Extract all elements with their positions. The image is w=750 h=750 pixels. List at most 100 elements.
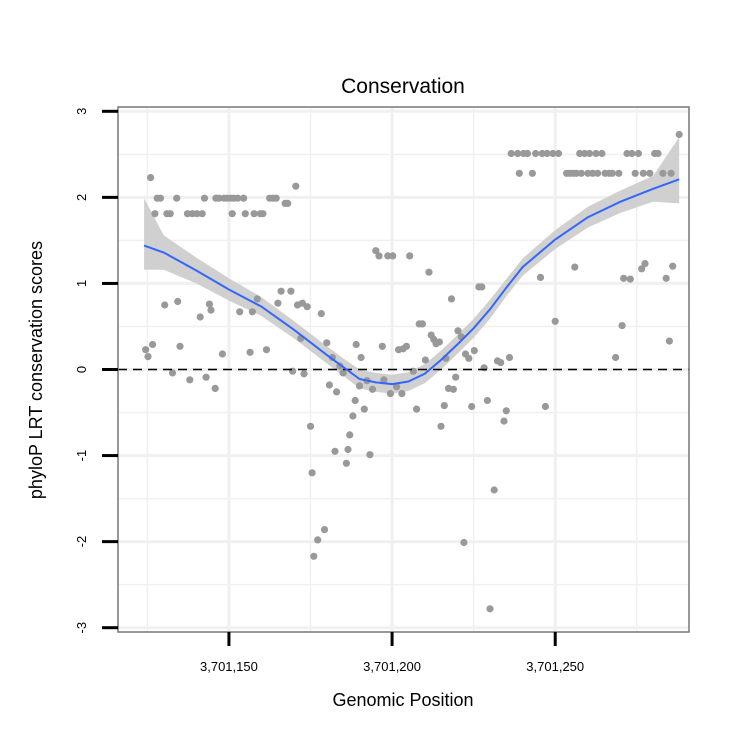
- data-point: [515, 169, 523, 177]
- data-point: [628, 149, 636, 158]
- data-point: [246, 348, 254, 356]
- data-point: [454, 327, 462, 335]
- data-point: [536, 273, 545, 281]
- data-point: [372, 247, 380, 255]
- data-point: [594, 169, 602, 177]
- y-tick-label: 0: [74, 366, 89, 373]
- data-point: [357, 353, 365, 362]
- data-point: [360, 405, 368, 413]
- data-point: [393, 383, 401, 391]
- data-point: [349, 412, 357, 420]
- data-point: [483, 396, 491, 405]
- data-point: [500, 417, 508, 425]
- data-point: [259, 210, 267, 218]
- data-point: [207, 306, 215, 314]
- data-point: [402, 342, 410, 350]
- data-point: [211, 384, 219, 392]
- data-point: [380, 376, 388, 384]
- y-tick-label: 2: [74, 194, 89, 201]
- data-point: [675, 130, 683, 139]
- data-point: [418, 320, 426, 328]
- data-point: [406, 252, 414, 260]
- data-point: [173, 194, 181, 202]
- data-point: [421, 356, 429, 364]
- data-point: [592, 149, 600, 158]
- data-point: [646, 169, 654, 177]
- data-point: [639, 169, 647, 177]
- data-point: [250, 210, 258, 218]
- data-point: [449, 385, 457, 393]
- data-point: [528, 169, 537, 177]
- data-point: [571, 263, 579, 271]
- data-point: [193, 210, 201, 218]
- data-point: [532, 149, 540, 158]
- data-point: [437, 422, 445, 430]
- data-point: [272, 194, 280, 202]
- data-point: [234, 194, 242, 202]
- x-tick-label: 3,701,200: [363, 659, 421, 674]
- data-point: [147, 174, 155, 182]
- data-point: [452, 373, 460, 381]
- data-point: [378, 342, 386, 350]
- data-point: [241, 210, 249, 218]
- data-point: [368, 385, 377, 393]
- data-point: [333, 388, 341, 396]
- data-point: [339, 369, 347, 377]
- data-point: [505, 353, 514, 362]
- data-point: [486, 605, 494, 613]
- data-point: [541, 402, 550, 411]
- y-tick-label: 3: [74, 108, 89, 115]
- x-tick-label: 3,701,250: [526, 659, 584, 674]
- data-point: [284, 199, 292, 207]
- data-point: [300, 370, 308, 378]
- data-point: [198, 210, 206, 218]
- data-point: [665, 337, 674, 345]
- data-point: [620, 274, 628, 282]
- data-point: [618, 322, 626, 330]
- data-point: [248, 308, 256, 316]
- data-point: [413, 405, 421, 413]
- data-point: [502, 407, 510, 415]
- data-point: [262, 346, 271, 354]
- data-point: [202, 373, 210, 381]
- data-point: [440, 402, 448, 410]
- data-point: [634, 149, 643, 158]
- data-point: [549, 149, 557, 158]
- data-point: [398, 390, 406, 398]
- data-point: [161, 301, 169, 309]
- data-point: [480, 364, 488, 372]
- data-point: [196, 313, 204, 321]
- data-point: [435, 338, 443, 346]
- data-point: [554, 149, 563, 158]
- y-axis-title: phyloP LRT conservation scores: [26, 241, 46, 499]
- data-point: [228, 210, 236, 218]
- data-point: [386, 390, 394, 398]
- data-point: [292, 182, 300, 190]
- data-point: [615, 169, 623, 177]
- y-tick-label: 1: [74, 280, 89, 287]
- data-point: [317, 310, 325, 318]
- data-point: [306, 422, 315, 430]
- data-point: [662, 274, 670, 282]
- data-point: [331, 447, 339, 455]
- data-point: [612, 353, 620, 362]
- smooth-trend-line: [143, 178, 680, 386]
- data-point: [577, 169, 585, 177]
- data-point: [168, 369, 177, 377]
- data-point: [409, 367, 417, 375]
- data-point: [585, 149, 594, 158]
- data-point: [490, 486, 498, 494]
- data-point: [659, 169, 667, 177]
- data-point: [344, 445, 352, 454]
- data-point: [375, 252, 383, 260]
- data-point: [205, 300, 213, 308]
- data-point: [218, 350, 226, 358]
- data-point: [497, 359, 505, 367]
- axes: 3,701,150 3,701,200 3,701,250 -3 -2 -1 0 1 2 3: [74, 108, 584, 674]
- data-point: [523, 149, 532, 158]
- data-point: [667, 169, 675, 177]
- data-point: [470, 347, 478, 355]
- data-point: [314, 536, 322, 544]
- data-point: [465, 354, 473, 362]
